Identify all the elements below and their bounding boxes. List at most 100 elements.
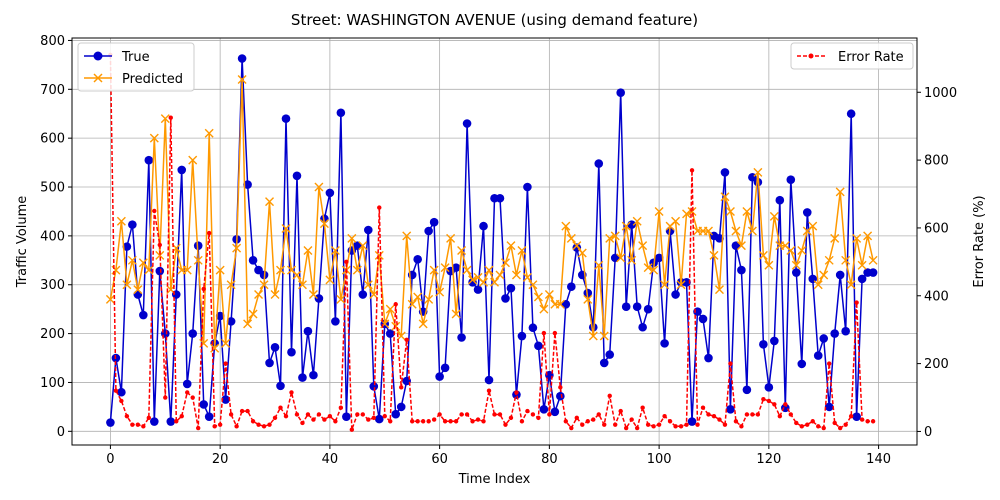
series-predicted-point — [144, 265, 154, 275]
x-tick-label: 100 — [647, 452, 672, 467]
series-error-rate-point — [656, 422, 662, 427]
series-error-rate-point — [574, 415, 580, 421]
series-predicted-point — [654, 206, 664, 216]
x-tick-label: 140 — [866, 452, 891, 467]
series-true-point — [204, 412, 214, 421]
series-true-point — [517, 331, 527, 341]
series-true-point — [660, 339, 669, 348]
series-predicted-point — [407, 299, 417, 309]
series-true-point — [336, 108, 346, 118]
series-error-rate-point — [382, 413, 387, 419]
series-predicted-point — [671, 216, 681, 226]
series-true-point — [309, 370, 318, 380]
series-predicted-line — [109, 78, 874, 350]
series-predicted-point — [819, 270, 829, 280]
series-predicted-point — [330, 246, 340, 256]
series-error-rate-point — [755, 412, 761, 417]
series-predicted-point — [808, 221, 818, 231]
series-error-rate-point — [519, 419, 525, 424]
y-right-tick-label: 0 — [924, 425, 932, 440]
series-error-rate-point — [349, 427, 355, 432]
series-true-point — [215, 311, 225, 321]
series-predicted-point — [270, 290, 280, 300]
series-error-rate-point — [190, 395, 195, 400]
series-predicted-point — [402, 231, 412, 241]
legend-left-box — [77, 42, 195, 92]
series-error-rate-point — [805, 422, 810, 427]
series-predicted-point — [725, 206, 735, 216]
series-error-rate-point — [602, 422, 607, 427]
series-true-point — [182, 379, 192, 389]
series-error-rate-point — [717, 417, 722, 422]
series-predicted-point — [182, 265, 192, 275]
series-true-point — [363, 225, 373, 235]
series-error-rate-point — [689, 168, 695, 173]
series-predicted-point — [610, 231, 620, 241]
series-predicted-point — [149, 133, 159, 143]
series-error-rate-point — [475, 417, 481, 422]
series-predicted-point — [830, 233, 840, 243]
series-error-rate-point — [821, 425, 826, 431]
series-error-rate-point — [163, 395, 168, 400]
series-true-point — [550, 407, 560, 417]
series-error-rate-point — [415, 419, 420, 424]
series-error-rate-point — [278, 405, 283, 410]
series-true-point — [830, 329, 839, 338]
series-error-rate-point — [113, 388, 119, 393]
x-tick-label: 120 — [756, 452, 781, 467]
legend-left: True Predicted — [77, 42, 195, 92]
series-true-point — [139, 310, 148, 320]
series-error-rate-point — [261, 424, 267, 429]
series-error-rate-point — [761, 397, 766, 402]
legend-error-marker — [808, 53, 814, 59]
series-predicted-point — [747, 226, 757, 236]
series-predicted-point — [835, 187, 845, 197]
series-true-point — [254, 265, 263, 275]
series-error-rate-point — [245, 408, 250, 414]
series-true-point — [462, 119, 472, 128]
series-predicted-point — [539, 304, 549, 314]
series-predicted-point — [511, 270, 521, 280]
series-error-rate-point — [799, 424, 804, 429]
series-true-point — [385, 329, 395, 338]
series-error-rate-point — [327, 413, 333, 419]
series-predicted-point — [769, 211, 779, 221]
series-error-rate-point — [591, 417, 596, 422]
series-predicted-point — [621, 221, 631, 231]
series-error-rate-point — [530, 412, 536, 417]
series-predicted-point — [616, 253, 626, 263]
series-true-point — [764, 383, 774, 392]
series-predicted-point — [347, 233, 357, 243]
series-error-rate-point — [239, 408, 245, 414]
series-error-rate-point — [179, 413, 184, 419]
series-true-point — [221, 395, 230, 404]
series-predicted-point — [517, 246, 527, 256]
series-true-point — [479, 221, 488, 231]
series-predicted-point — [731, 226, 741, 236]
series-true-point — [824, 402, 834, 412]
series-predicted-point — [232, 243, 242, 253]
series-error-rate-point — [794, 420, 799, 426]
y-tick-label: 100 — [40, 376, 65, 391]
series-error-rate-point — [294, 412, 300, 417]
series-predicted-point — [588, 331, 598, 341]
series-true-point — [610, 253, 620, 263]
series-true-point — [556, 391, 565, 401]
series-predicted-point — [248, 309, 258, 319]
series-predicted-point — [122, 280, 132, 290]
series-error-rate-point — [503, 422, 508, 427]
series-true-point — [654, 253, 664, 263]
series-predicted-point — [155, 250, 165, 260]
series-predicted-point — [544, 290, 554, 300]
series-error-rate-point — [508, 415, 514, 421]
series-predicted-point — [720, 192, 730, 202]
series-error-rate-point — [338, 405, 344, 410]
series-true-point — [122, 242, 132, 251]
series-error-rate-point — [250, 419, 256, 424]
series-error-rate-point — [333, 419, 338, 424]
series-error-rate-point — [371, 415, 376, 421]
series-error-rate-point — [212, 424, 217, 429]
y-axis-right-label: Error Rate (%) — [972, 195, 987, 287]
series-error-rate-point — [645, 422, 651, 427]
